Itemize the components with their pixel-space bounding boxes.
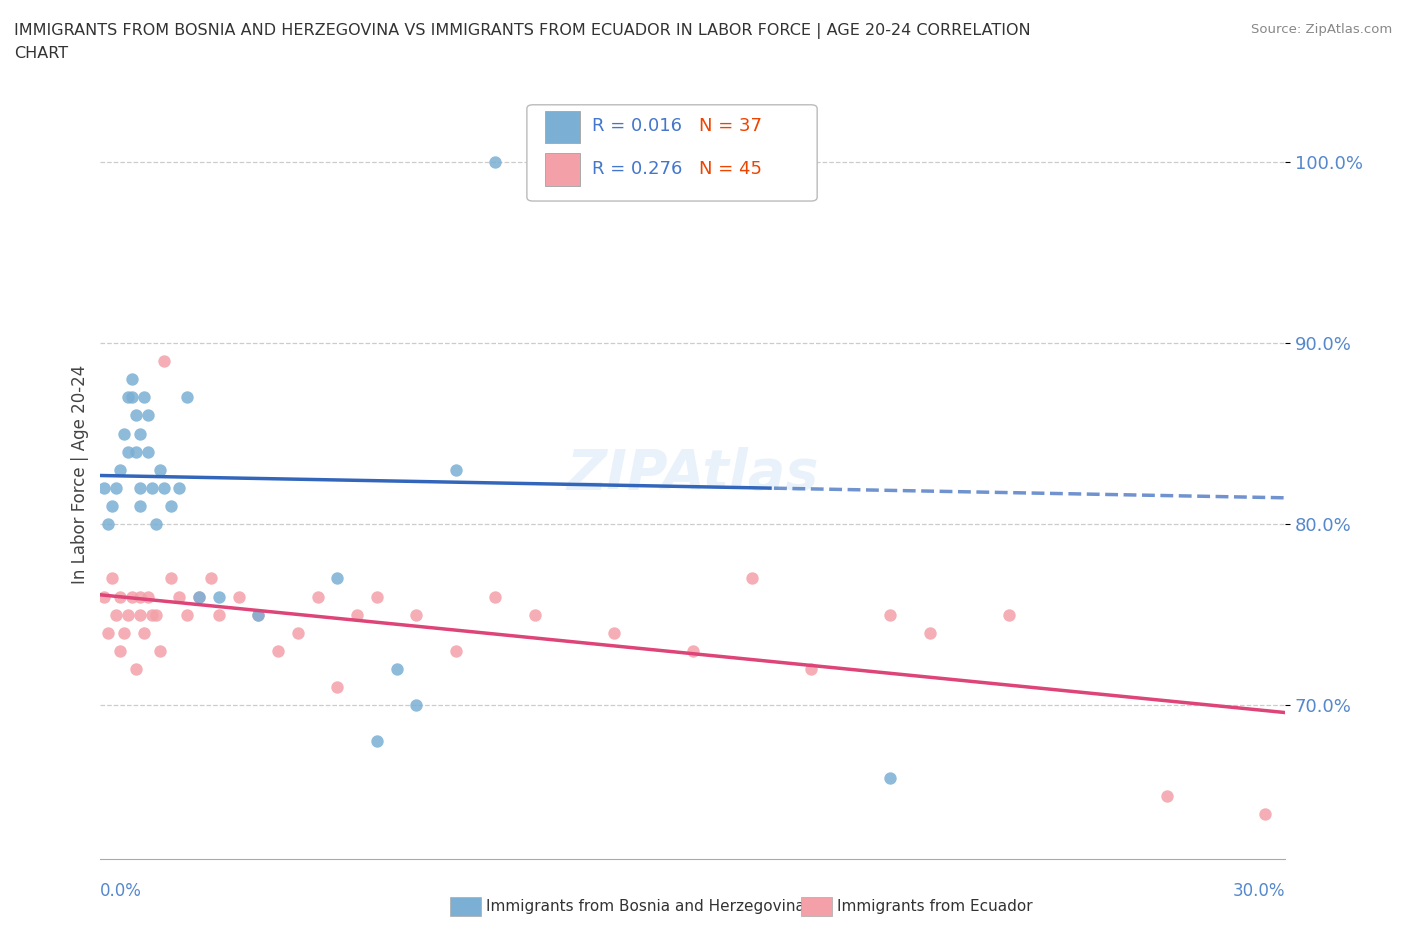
Point <box>128 426 150 441</box>
Text: 0.0%: 0.0% <box>100 883 142 900</box>
Point <box>385 661 408 676</box>
Text: N = 37: N = 37 <box>699 116 762 135</box>
Point <box>208 607 231 622</box>
Point <box>128 481 150 496</box>
Point <box>523 607 546 622</box>
Point <box>97 625 120 640</box>
Point <box>132 390 155 405</box>
Point <box>105 607 128 622</box>
Point <box>121 390 143 405</box>
Point <box>141 481 163 496</box>
Point <box>682 644 704 658</box>
Point <box>101 571 124 586</box>
Point <box>484 154 506 169</box>
Point <box>132 625 155 640</box>
Text: R = 0.016: R = 0.016 <box>592 116 682 135</box>
Text: CHART: CHART <box>14 46 67 61</box>
Point <box>208 589 231 604</box>
Point <box>108 644 131 658</box>
Point <box>603 625 626 640</box>
Text: R = 0.276: R = 0.276 <box>592 160 682 178</box>
Point <box>247 607 270 622</box>
Point <box>188 589 211 604</box>
Point <box>149 644 172 658</box>
Point <box>117 607 139 622</box>
Point <box>145 607 167 622</box>
Point <box>125 661 148 676</box>
Point <box>105 481 128 496</box>
Point <box>128 589 150 604</box>
Point <box>444 644 467 658</box>
Point <box>112 426 135 441</box>
Point <box>484 589 506 604</box>
Point <box>997 607 1019 622</box>
Text: N = 45: N = 45 <box>699 160 762 178</box>
Point <box>117 390 139 405</box>
Point <box>169 589 191 604</box>
Point <box>112 625 135 640</box>
Point <box>93 589 115 604</box>
Point <box>1156 789 1178 804</box>
Point <box>326 571 349 586</box>
Point <box>176 607 198 622</box>
Point <box>152 481 174 496</box>
Point <box>108 589 131 604</box>
Text: Source: ZipAtlas.com: Source: ZipAtlas.com <box>1251 23 1392 36</box>
Point <box>346 607 368 622</box>
Point <box>128 607 150 622</box>
Text: IMMIGRANTS FROM BOSNIA AND HERZEGOVINA VS IMMIGRANTS FROM ECUADOR IN LABOR FORCE: IMMIGRANTS FROM BOSNIA AND HERZEGOVINA V… <box>14 23 1031 39</box>
Point <box>121 589 143 604</box>
Point <box>444 462 467 477</box>
Point <box>169 481 191 496</box>
Point <box>200 571 222 586</box>
Point <box>108 462 131 477</box>
Point <box>188 589 211 604</box>
Point <box>93 481 115 496</box>
Point <box>125 445 148 459</box>
Text: Immigrants from Bosnia and Herzegovina: Immigrants from Bosnia and Herzegovina <box>486 899 806 914</box>
Point <box>125 408 148 423</box>
Point <box>562 154 585 169</box>
Point <box>800 661 823 676</box>
Point <box>152 353 174 368</box>
Point <box>136 589 159 604</box>
Point <box>141 607 163 622</box>
Point <box>228 589 250 604</box>
Point <box>366 589 388 604</box>
Point <box>136 408 159 423</box>
Bar <box>544 153 581 186</box>
Text: Immigrants from Ecuador: Immigrants from Ecuador <box>837 899 1032 914</box>
Point <box>741 571 763 586</box>
Point <box>97 517 120 532</box>
Point <box>176 390 198 405</box>
Point <box>287 625 309 640</box>
Point <box>326 680 349 695</box>
Point <box>682 154 704 169</box>
Point <box>160 498 183 513</box>
Point <box>160 571 183 586</box>
Point <box>366 734 388 749</box>
Point <box>1254 806 1277 821</box>
Text: ZIPAtlas: ZIPAtlas <box>567 447 818 501</box>
Text: 30.0%: 30.0% <box>1233 883 1285 900</box>
Point <box>121 372 143 387</box>
Point <box>405 698 427 712</box>
Point <box>117 445 139 459</box>
Point <box>307 589 329 604</box>
Point <box>405 607 427 622</box>
FancyBboxPatch shape <box>527 105 817 201</box>
Point <box>247 607 270 622</box>
Point <box>101 498 124 513</box>
Bar <box>544 111 581 143</box>
Point <box>149 462 172 477</box>
Point <box>128 498 150 513</box>
Point <box>136 445 159 459</box>
Point <box>267 644 290 658</box>
Point <box>879 607 901 622</box>
Point <box>145 517 167 532</box>
Y-axis label: In Labor Force | Age 20-24: In Labor Force | Age 20-24 <box>72 365 89 584</box>
Point <box>918 625 941 640</box>
Point <box>879 770 901 785</box>
